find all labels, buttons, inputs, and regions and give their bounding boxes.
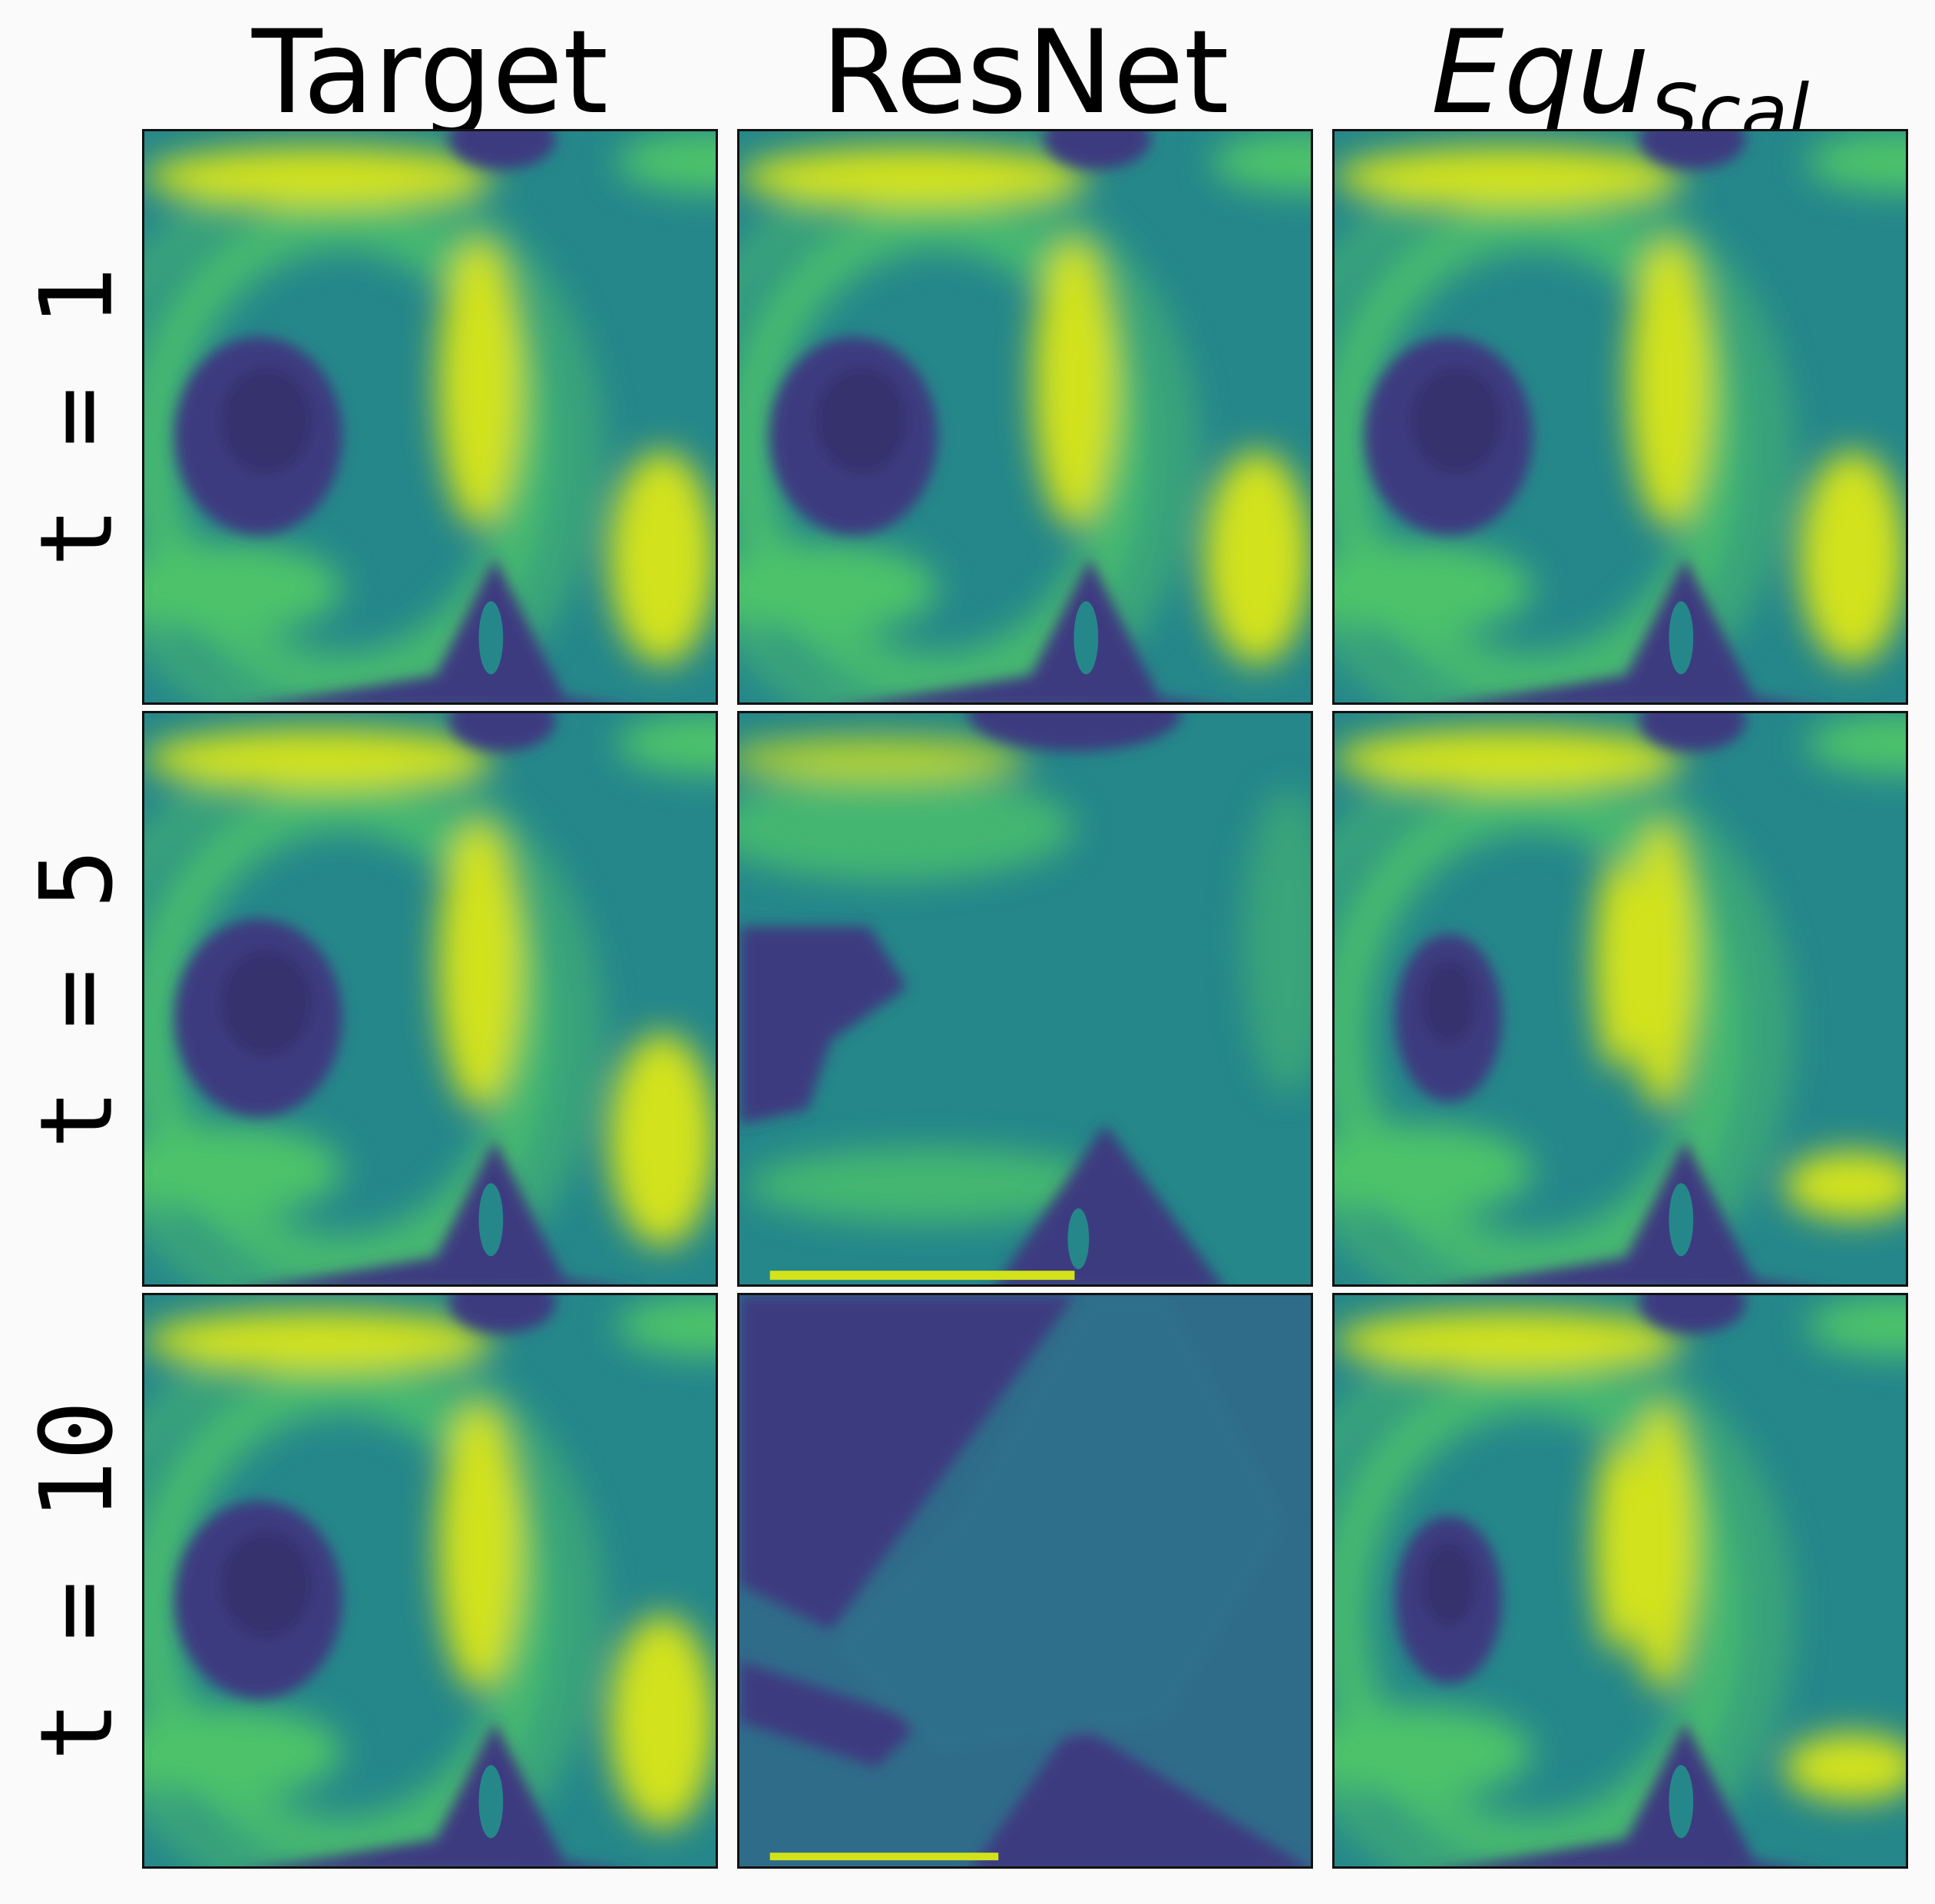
panel-resnet-t10: [737, 1293, 1313, 1869]
heatmap-image: [739, 1295, 1311, 1866]
column-title-equ-scal: EquScal: [1332, 15, 1908, 170]
heatmap-image: [144, 1295, 716, 1866]
panel-equ-scal-t5: [1332, 711, 1908, 1287]
panel-target-t5: [142, 711, 718, 1287]
heatmap-image: [1335, 1295, 1906, 1866]
heatmap-image: [739, 713, 1311, 1284]
heatmap-image: [1335, 131, 1906, 702]
heatmap-image: [144, 713, 716, 1284]
row-label-t10: t = 10: [18, 1400, 136, 1761]
heatmap-image: [144, 131, 716, 702]
heatmap-image: [739, 131, 1311, 702]
panel-resnet-t5: [737, 711, 1313, 1287]
column-title-resnet: ResNet: [821, 6, 1229, 140]
panel-resnet-t1: [737, 129, 1313, 705]
panel-equ-scal-t1: [1332, 129, 1908, 705]
panel-equ-scal-t10: [1332, 1293, 1908, 1869]
heatmap-image: [1335, 713, 1906, 1284]
row-label-t5: t = 5: [18, 848, 135, 1149]
column-title-equ: Equ: [1431, 6, 1650, 140]
panel-target-t10: [142, 1293, 718, 1869]
column-title-target: Target: [251, 6, 609, 140]
row-label-t1: t = 1: [18, 266, 135, 567]
panel-target-t1: [142, 129, 718, 705]
